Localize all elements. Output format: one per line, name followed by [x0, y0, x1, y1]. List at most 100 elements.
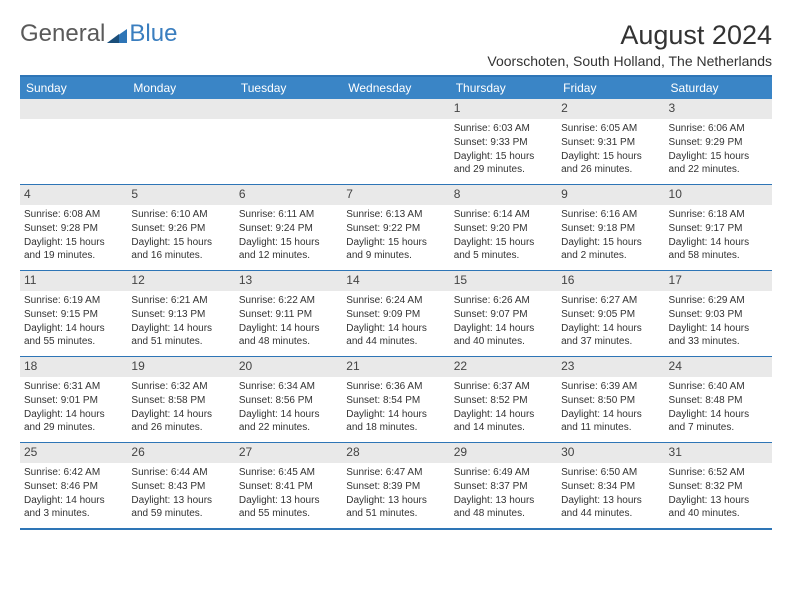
sunrise-text: Sunrise: 6:16 AM — [561, 208, 660, 221]
sunset-text: Sunset: 9:29 PM — [669, 136, 768, 149]
daylight-text: Daylight: 14 hours and 48 minutes. — [239, 322, 338, 348]
sunrise-text: Sunrise: 6:42 AM — [24, 466, 123, 479]
day-cell: 24Sunrise: 6:40 AMSunset: 8:48 PMDayligh… — [665, 357, 772, 442]
daylight-text: Daylight: 15 hours and 12 minutes. — [239, 236, 338, 262]
sunset-text: Sunset: 9:03 PM — [669, 308, 768, 321]
sunrise-text: Sunrise: 6:29 AM — [669, 294, 768, 307]
day-number: 8 — [450, 185, 557, 205]
daylight-text: Daylight: 13 hours and 55 minutes. — [239, 494, 338, 520]
day-number: 20 — [235, 357, 342, 377]
daylight-text: Daylight: 14 hours and 14 minutes. — [454, 408, 553, 434]
sunrise-text: Sunrise: 6:40 AM — [669, 380, 768, 393]
day-number: 3 — [665, 99, 772, 119]
day-cell: 10Sunrise: 6:18 AMSunset: 9:17 PMDayligh… — [665, 185, 772, 270]
daylight-text: Daylight: 14 hours and 33 minutes. — [669, 322, 768, 348]
sunrise-text: Sunrise: 6:11 AM — [239, 208, 338, 221]
week-row: 11Sunrise: 6:19 AMSunset: 9:15 PMDayligh… — [20, 270, 772, 356]
sunrise-text: Sunrise: 6:31 AM — [24, 380, 123, 393]
day-cell: 29Sunrise: 6:49 AMSunset: 8:37 PMDayligh… — [450, 443, 557, 528]
day-cell: 8Sunrise: 6:14 AMSunset: 9:20 PMDaylight… — [450, 185, 557, 270]
day-header-row: SundayMondayTuesdayWednesdayThursdayFrid… — [20, 77, 772, 99]
sunset-text: Sunset: 9:24 PM — [239, 222, 338, 235]
sunset-text: Sunset: 8:48 PM — [669, 394, 768, 407]
sunset-text: Sunset: 9:09 PM — [346, 308, 445, 321]
day-cell: 13Sunrise: 6:22 AMSunset: 9:11 PMDayligh… — [235, 271, 342, 356]
daylight-text: Daylight: 14 hours and 40 minutes. — [454, 322, 553, 348]
day-cell: 14Sunrise: 6:24 AMSunset: 9:09 PMDayligh… — [342, 271, 449, 356]
calendar-table: SundayMondayTuesdayWednesdayThursdayFrid… — [20, 75, 772, 530]
day-cell: 11Sunrise: 6:19 AMSunset: 9:15 PMDayligh… — [20, 271, 127, 356]
day-number: 24 — [665, 357, 772, 377]
sunrise-text: Sunrise: 6:39 AM — [561, 380, 660, 393]
day-cell: 16Sunrise: 6:27 AMSunset: 9:05 PMDayligh… — [557, 271, 664, 356]
day-cell: 21Sunrise: 6:36 AMSunset: 8:54 PMDayligh… — [342, 357, 449, 442]
day-cell: 2Sunrise: 6:05 AMSunset: 9:31 PMDaylight… — [557, 99, 664, 184]
day-number: 4 — [20, 185, 127, 205]
sunset-text: Sunset: 8:32 PM — [669, 480, 768, 493]
sunrise-text: Sunrise: 6:47 AM — [346, 466, 445, 479]
day-number: 16 — [557, 271, 664, 291]
daylight-text: Daylight: 14 hours and 37 minutes. — [561, 322, 660, 348]
day-cell: 9Sunrise: 6:16 AMSunset: 9:18 PMDaylight… — [557, 185, 664, 270]
day-cell: 18Sunrise: 6:31 AMSunset: 9:01 PMDayligh… — [20, 357, 127, 442]
day-number: 31 — [665, 443, 772, 463]
sunset-text: Sunset: 9:28 PM — [24, 222, 123, 235]
daylight-text: Daylight: 15 hours and 29 minutes. — [454, 150, 553, 176]
daylight-text: Daylight: 15 hours and 22 minutes. — [669, 150, 768, 176]
day-number: 21 — [342, 357, 449, 377]
daylight-text: Daylight: 15 hours and 5 minutes. — [454, 236, 553, 262]
sunset-text: Sunset: 9:07 PM — [454, 308, 553, 321]
day-number: 7 — [342, 185, 449, 205]
sunrise-text: Sunrise: 6:32 AM — [131, 380, 230, 393]
daylight-text: Daylight: 14 hours and 51 minutes. — [131, 322, 230, 348]
day-cell: 25Sunrise: 6:42 AMSunset: 8:46 PMDayligh… — [20, 443, 127, 528]
day-cell — [127, 99, 234, 184]
day-cell: 26Sunrise: 6:44 AMSunset: 8:43 PMDayligh… — [127, 443, 234, 528]
day-cell: 27Sunrise: 6:45 AMSunset: 8:41 PMDayligh… — [235, 443, 342, 528]
day-cell: 22Sunrise: 6:37 AMSunset: 8:52 PMDayligh… — [450, 357, 557, 442]
sunset-text: Sunset: 8:34 PM — [561, 480, 660, 493]
day-cell: 6 Sunrise: 6:11 AMSunset: 9:24 PMDaylight… — [235, 185, 342, 270]
location-subtitle: Voorschoten, South Holland, The Netherla… — [20, 53, 772, 69]
daylight-text: Daylight: 14 hours and 11 minutes. — [561, 408, 660, 434]
sunrise-text: Sunrise: 6:18 AM — [669, 208, 768, 221]
sunset-text: Sunset: 8:37 PM — [454, 480, 553, 493]
sunrise-text: Sunrise: 6:34 AM — [239, 380, 338, 393]
sunset-text: Sunset: 8:39 PM — [346, 480, 445, 493]
day-number: 5 — [127, 185, 234, 205]
daylight-text: Daylight: 13 hours and 51 minutes. — [346, 494, 445, 520]
day-header: Tuesday — [235, 77, 342, 99]
sunset-text: Sunset: 9:11 PM — [239, 308, 338, 321]
sunset-text: Sunset: 9:13 PM — [131, 308, 230, 321]
day-number: 2 — [557, 99, 664, 119]
day-number: 6 — [235, 185, 342, 205]
sunset-text: Sunset: 9:01 PM — [24, 394, 123, 407]
daylight-text: Daylight: 13 hours and 59 minutes. — [131, 494, 230, 520]
day-number — [235, 99, 342, 119]
sunrise-text: Sunrise: 6:52 AM — [669, 466, 768, 479]
day-number: 26 — [127, 443, 234, 463]
day-header: Saturday — [665, 77, 772, 99]
day-cell: 15Sunrise: 6:26 AMSunset: 9:07 PMDayligh… — [450, 271, 557, 356]
day-cell: 20Sunrise: 6:34 AMSunset: 8:56 PMDayligh… — [235, 357, 342, 442]
day-cell: 5Sunrise: 6:10 AMSunset: 9:26 PMDaylight… — [127, 185, 234, 270]
daylight-text: Daylight: 15 hours and 26 minutes. — [561, 150, 660, 176]
day-number: 10 — [665, 185, 772, 205]
day-number: 28 — [342, 443, 449, 463]
day-number: 27 — [235, 443, 342, 463]
daylight-text: Daylight: 15 hours and 19 minutes. — [24, 236, 123, 262]
day-number: 29 — [450, 443, 557, 463]
sunrise-text: Sunrise: 6:24 AM — [346, 294, 445, 307]
day-number: 25 — [20, 443, 127, 463]
day-cell: 17Sunrise: 6:29 AMSunset: 9:03 PMDayligh… — [665, 271, 772, 356]
week-row: 18Sunrise: 6:31 AMSunset: 9:01 PMDayligh… — [20, 356, 772, 442]
daylight-text: Daylight: 15 hours and 16 minutes. — [131, 236, 230, 262]
day-number: 30 — [557, 443, 664, 463]
day-number: 1 — [450, 99, 557, 119]
sunrise-text: Sunrise: 6:21 AM — [131, 294, 230, 307]
sunset-text: Sunset: 8:46 PM — [24, 480, 123, 493]
daylight-text: Daylight: 15 hours and 2 minutes. — [561, 236, 660, 262]
daylight-text: Daylight: 13 hours and 40 minutes. — [669, 494, 768, 520]
sunset-text: Sunset: 9:17 PM — [669, 222, 768, 235]
sunrise-text: Sunrise: 6:26 AM — [454, 294, 553, 307]
